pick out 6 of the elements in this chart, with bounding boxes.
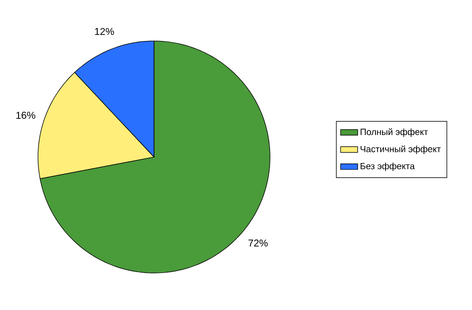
data-label: 12% [95, 28, 114, 35]
legend-label: Полный эффект [360, 128, 428, 137]
legend-label: Без эффекта [360, 162, 415, 172]
legend-label: Частичный эффект [360, 145, 441, 154]
data-label: 72% [248, 240, 268, 247]
data-label: 16% [16, 112, 36, 119]
